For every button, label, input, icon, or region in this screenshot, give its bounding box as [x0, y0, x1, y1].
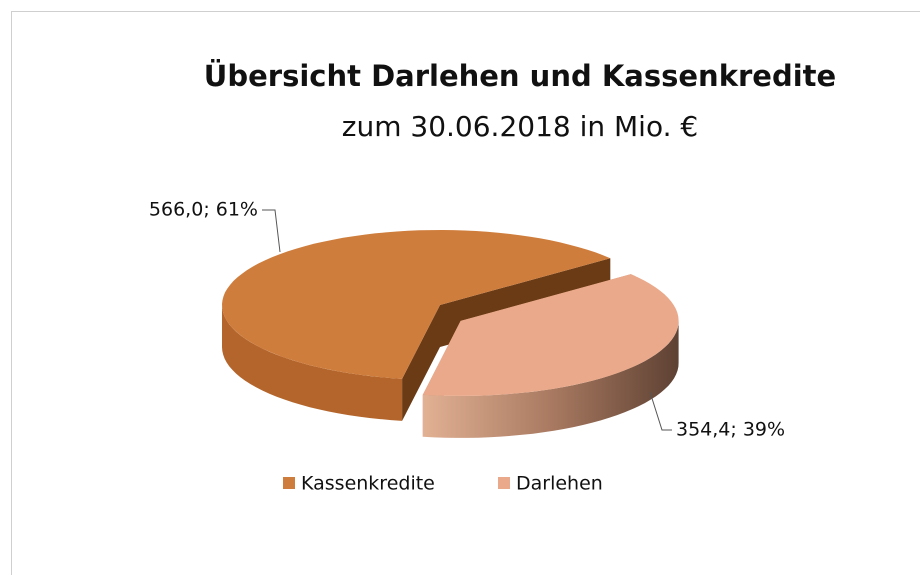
slice-side — [402, 305, 440, 421]
legend-swatch — [498, 477, 510, 489]
chart-subtitle: zum 30.06.2018 in Mio. € — [342, 110, 698, 143]
legend-label: Kassenkredite — [301, 473, 435, 495]
legend-label: Darlehen — [516, 473, 603, 495]
pie — [222, 230, 679, 438]
leader-line — [262, 209, 281, 253]
labels: 566,0; 61% 354,4; 39% Kassenkredite Darlehe… — [149, 199, 785, 495]
slice — [222, 230, 611, 379]
legend-swatch — [283, 477, 295, 489]
data-label: 354,4; 39% — [676, 419, 785, 441]
data-label: 566,0; 61% — [149, 199, 258, 221]
chart-frame — [11, 11, 920, 575]
leader-line — [649, 391, 672, 431]
slice-side — [222, 305, 403, 421]
slice — [422, 274, 679, 396]
chart-title: Übersicht Darlehen und Kassenkredite — [204, 59, 836, 93]
slice-side — [422, 320, 679, 438]
